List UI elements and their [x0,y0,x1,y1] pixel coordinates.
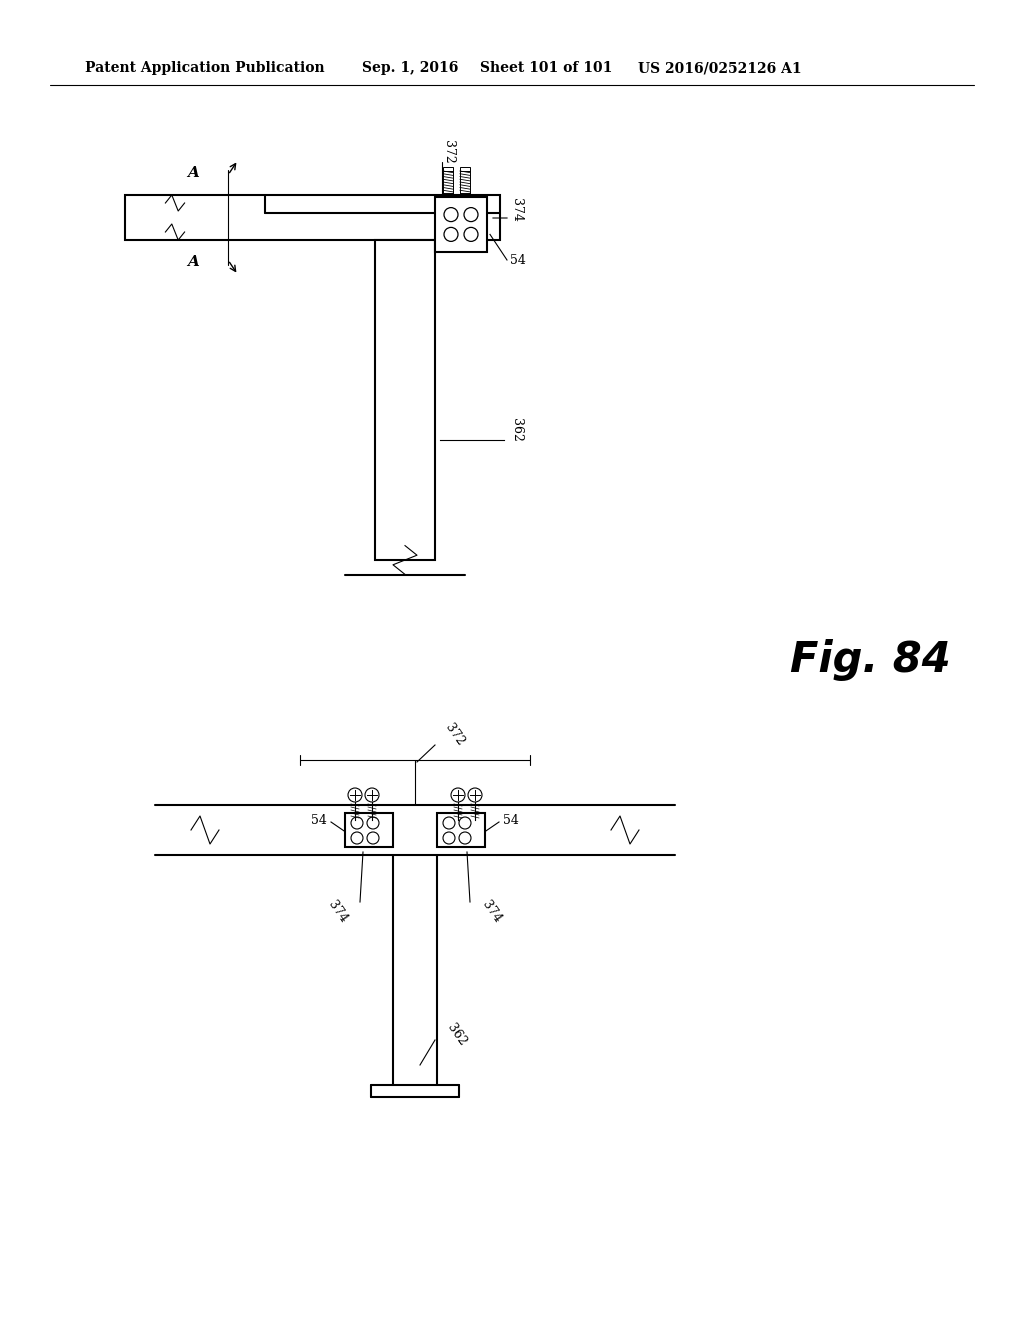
Bar [435,197,487,252]
Text: Sheet 101 of 101: Sheet 101 of 101 [480,61,612,75]
Circle shape [444,207,458,222]
Text: A: A [187,166,199,180]
Circle shape [365,788,379,803]
Text: 372: 372 [442,722,467,748]
Text: Patent Application Publication: Patent Application Publication [85,61,325,75]
Circle shape [351,817,362,829]
Bar [443,168,453,172]
Circle shape [444,227,458,242]
Circle shape [443,832,455,843]
Circle shape [348,788,362,803]
Circle shape [468,788,482,803]
Circle shape [459,817,471,829]
Circle shape [451,788,465,803]
Bar [460,168,470,172]
Text: 372: 372 [441,140,455,164]
Text: Fig. 84: Fig. 84 [790,639,950,681]
Circle shape [464,207,478,222]
Text: 54: 54 [311,813,327,826]
Circle shape [459,832,471,843]
Circle shape [464,227,478,242]
Text: Sep. 1, 2016: Sep. 1, 2016 [362,61,459,75]
Bar [375,240,435,560]
Bar [125,195,500,240]
Circle shape [443,817,455,829]
Text: 54: 54 [510,253,526,267]
Bar [437,813,485,847]
Text: 374: 374 [326,899,350,925]
Text: 374: 374 [510,198,523,222]
Text: 54: 54 [503,813,519,826]
Circle shape [367,832,379,843]
Text: 362: 362 [510,418,523,442]
Text: US 2016/0252126 A1: US 2016/0252126 A1 [638,61,802,75]
Text: 362: 362 [445,1022,469,1048]
Circle shape [367,817,379,829]
Text: 374: 374 [480,899,505,925]
Bar [345,813,393,847]
Circle shape [351,832,362,843]
Text: A: A [187,255,199,269]
